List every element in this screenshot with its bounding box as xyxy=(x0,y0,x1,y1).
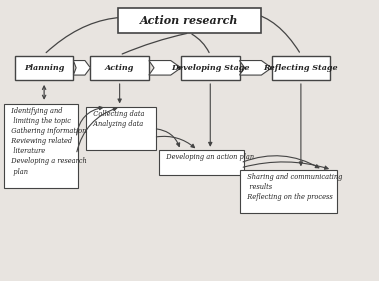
Polygon shape xyxy=(240,60,272,75)
Text: Identifying and
   limiting the topic
  Gathering information
  Reviewing relate: Identifying and limiting the topic Gathe… xyxy=(8,107,87,176)
FancyBboxPatch shape xyxy=(181,56,240,80)
FancyBboxPatch shape xyxy=(241,170,337,213)
Text: Reflecting Stage: Reflecting Stage xyxy=(263,64,338,72)
Polygon shape xyxy=(149,60,181,75)
Text: Planning: Planning xyxy=(24,64,64,72)
FancyBboxPatch shape xyxy=(272,56,330,80)
FancyBboxPatch shape xyxy=(86,107,155,150)
FancyBboxPatch shape xyxy=(90,56,149,80)
Text: Developing an action plan: Developing an action plan xyxy=(162,153,254,161)
FancyBboxPatch shape xyxy=(15,56,74,80)
FancyBboxPatch shape xyxy=(159,150,244,175)
FancyBboxPatch shape xyxy=(5,104,78,188)
Text: Collecting data
  Analyzing data: Collecting data Analyzing data xyxy=(89,110,144,128)
Text: Sharing and communicating
   results
  Reflecting on the process: Sharing and communicating results Reflec… xyxy=(243,173,343,201)
Text: Action research: Action research xyxy=(140,15,239,26)
Text: Developing Stage: Developing Stage xyxy=(171,64,249,72)
Text: Acting: Acting xyxy=(105,64,134,72)
Polygon shape xyxy=(74,60,90,75)
FancyBboxPatch shape xyxy=(118,8,261,33)
